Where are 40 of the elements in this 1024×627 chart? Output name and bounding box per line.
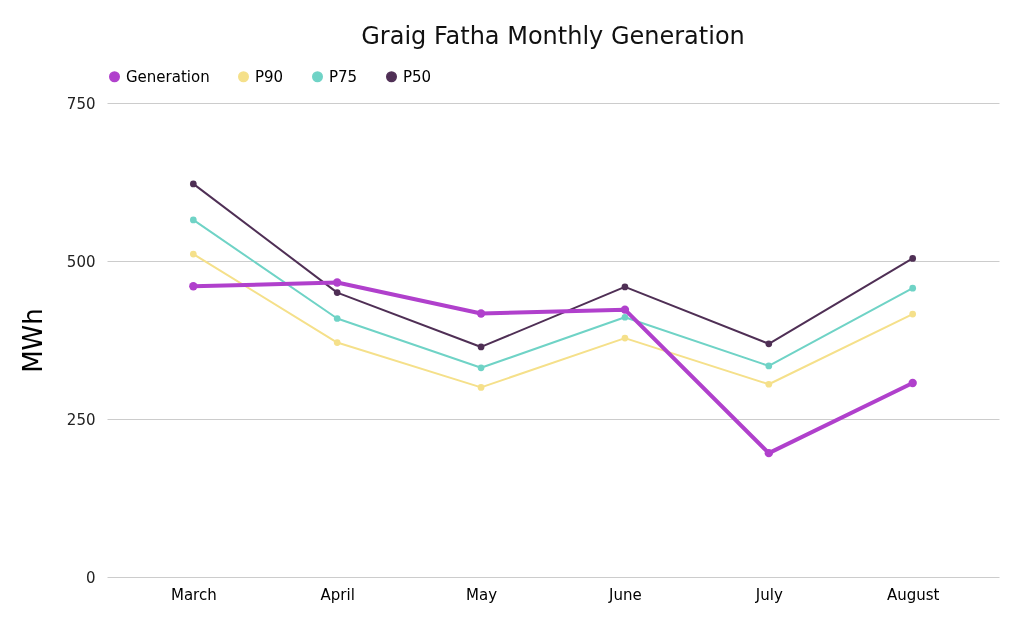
x-tick-label: April xyxy=(320,585,355,604)
point xyxy=(189,282,198,291)
chart-title: Graig Fatha Monthly Generation xyxy=(361,22,745,50)
x-tick-label: May xyxy=(466,585,498,604)
y-tick-label: 0 xyxy=(85,568,96,587)
legend-label: P75 xyxy=(329,67,358,86)
y-tick-label: 250 xyxy=(66,410,96,429)
point xyxy=(477,343,485,351)
x-tick-label: March xyxy=(170,585,217,604)
y-axis-title: MWh xyxy=(17,308,48,373)
point xyxy=(189,180,197,188)
y-tick-label: 500 xyxy=(66,252,96,271)
x-tick-label: August xyxy=(886,585,940,604)
point xyxy=(764,448,773,458)
point xyxy=(189,216,197,224)
point xyxy=(476,309,486,318)
legend-label: Generation xyxy=(126,67,210,86)
point xyxy=(333,289,341,296)
legend-label: P90 xyxy=(255,67,284,86)
point xyxy=(765,380,773,388)
point xyxy=(909,255,917,262)
point xyxy=(333,278,342,287)
x-tick-label: June xyxy=(608,585,642,604)
point xyxy=(765,362,773,370)
point xyxy=(765,340,773,348)
point xyxy=(477,384,485,391)
point xyxy=(909,310,917,318)
y-tick-label: 750 xyxy=(66,94,96,113)
point xyxy=(621,283,629,291)
legend-label: P50 xyxy=(403,67,432,86)
point xyxy=(189,250,197,258)
point xyxy=(620,305,630,314)
x-tick-label: July xyxy=(754,585,783,604)
point xyxy=(477,364,485,372)
point xyxy=(621,334,629,342)
point xyxy=(909,284,917,292)
point xyxy=(333,315,341,322)
point xyxy=(621,313,629,321)
point xyxy=(333,339,341,346)
point xyxy=(908,378,917,388)
